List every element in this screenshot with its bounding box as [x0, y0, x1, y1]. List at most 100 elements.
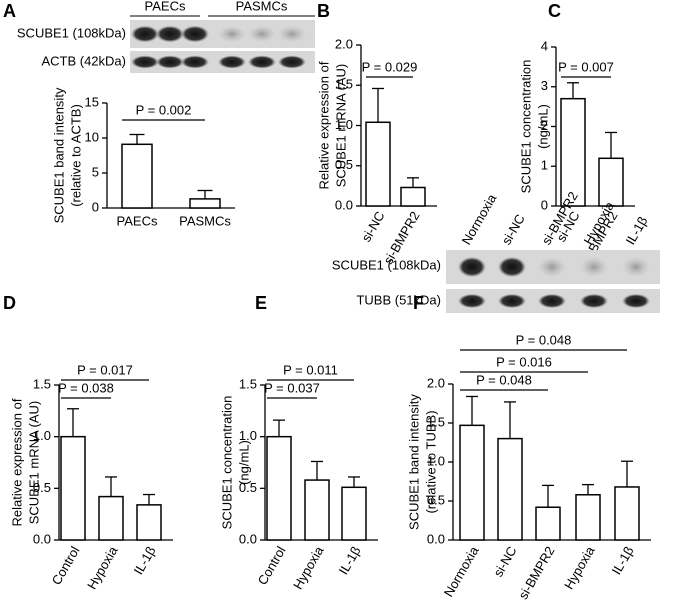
y-axis-label: SCUBE1 band intensity: [406, 394, 421, 530]
y-axis-label: Relative expression of: [316, 61, 331, 189]
panel-letter: D: [3, 293, 16, 313]
bar: [341, 486, 367, 541]
y-tick-label: 2: [541, 118, 548, 133]
x-tick-label: Control: [49, 544, 83, 588]
bar: [459, 424, 485, 541]
y-tick-label: 1.5: [427, 414, 445, 429]
blot-scube1-band: [218, 25, 246, 43]
blot-scube1-band: [181, 25, 209, 43]
p-value: P = 0.048: [516, 332, 572, 347]
blot-scube1-band: [248, 25, 276, 43]
y-tick-label: 0.5: [33, 480, 51, 495]
p-value: P = 0.038: [58, 380, 114, 395]
x-tick-label: Hypoxia: [84, 543, 121, 592]
blot-scube1-band: [131, 25, 159, 43]
blot-scube1-band: [538, 256, 566, 278]
x-tick-label: Hypoxia: [290, 543, 327, 592]
y-axis-label: SCUBE1 concentration: [219, 396, 234, 530]
blot-scube1-band: [498, 256, 526, 278]
blot-tubb-band: [538, 293, 566, 309]
y-tick-label: 0.0: [239, 531, 257, 546]
blot-group-label: PASMCs: [236, 0, 288, 13]
p-value: P = 0.017: [77, 362, 133, 377]
y-axis-label: (relative to ACTB): [68, 104, 83, 207]
panel-letter: B: [317, 1, 330, 21]
y-tick-label: 0: [92, 199, 99, 214]
p-value: P = 0.048: [476, 372, 532, 387]
y-axis-label: Relative expression of: [9, 398, 24, 526]
y-axis-label: SCUBE1 concentration: [518, 60, 533, 194]
blot-row-label: TUBB (51kDa): [356, 292, 441, 307]
blot-scube1-band: [156, 25, 184, 43]
y-axis-label: (relative to TUBB): [423, 410, 438, 513]
x-tick-label: si-NC: [358, 209, 387, 245]
x-tick-label: PASMCs: [179, 213, 231, 228]
bar: [304, 479, 330, 541]
bar: [365, 121, 391, 207]
y-tick-label: 5: [92, 164, 99, 179]
y-axis-label: (ng/mL): [236, 440, 251, 485]
x-tick-label: Normoxia: [441, 543, 482, 599]
blot-row-label: ACTB (42kDa): [41, 53, 126, 68]
y-tick-label: 1.5: [33, 376, 51, 391]
bar: [575, 494, 601, 541]
blot-actb-band: [248, 55, 276, 69]
y-tick-label: 15: [85, 94, 99, 109]
blot-lane-label: Normoxia: [459, 191, 500, 247]
panel-letter: C: [548, 1, 561, 21]
y-axis-label: SCUBE1 band intensity: [51, 87, 66, 223]
blot-tubb-band: [622, 293, 650, 309]
x-tick-label: si-BMPR2: [515, 544, 557, 602]
x-tick-label: IL-1β: [609, 544, 637, 577]
bar: [266, 435, 292, 541]
blot-tubb-band: [498, 293, 526, 309]
bar: [98, 495, 124, 541]
blot-lane-label: IL-1β: [623, 214, 651, 247]
bar: [60, 435, 86, 541]
panel-letter: F: [413, 293, 424, 313]
y-tick-label: 1: [541, 158, 548, 173]
y-tick-label: 0.0: [427, 531, 445, 546]
y-tick-label: 4: [541, 38, 548, 53]
y-tick-label: 0.5: [239, 480, 257, 495]
bar: [497, 437, 523, 541]
y-tick-label: 2.0: [427, 375, 445, 390]
y-axis-label: SCUBE1 mRNA (AU): [26, 401, 41, 525]
bar: [136, 504, 162, 541]
panel-letter: E: [255, 293, 267, 313]
y-axis-label: (ng/mL): [535, 104, 550, 149]
blot-actb-band: [156, 55, 184, 69]
panel-letter: A: [3, 1, 16, 21]
y-tick-label: 2.0: [335, 36, 353, 51]
y-tick-label: 0: [541, 197, 548, 212]
x-tick-label: PAECs: [117, 213, 158, 228]
bar: [598, 157, 624, 207]
blot-scube1-band: [622, 256, 650, 278]
y-tick-label: 1.0: [427, 453, 445, 468]
y-tick-label: 1.5: [335, 77, 353, 92]
p-value: P = 0.007: [558, 59, 614, 74]
y-tick-label: 0.5: [335, 157, 353, 172]
bar: [614, 486, 640, 541]
y-tick-label: 10: [85, 129, 99, 144]
bar: [560, 97, 586, 207]
bar: [400, 186, 426, 207]
x-tick-label: Control: [255, 544, 289, 588]
blot-scube1-band: [278, 25, 306, 43]
y-tick-label: 3: [541, 78, 548, 93]
y-tick-label: 0.0: [33, 531, 51, 546]
p-value: P = 0.016: [496, 354, 552, 369]
blot-row-label: SCUBE1 (108kDa): [332, 257, 441, 272]
y-tick-label: 0.5: [427, 492, 445, 507]
p-value: P = 0.002: [136, 102, 192, 117]
blot-actb-band: [181, 55, 209, 69]
x-tick-label: Hypoxia: [561, 543, 598, 592]
y-tick-label: 1.0: [239, 428, 257, 443]
blot-actb-band: [218, 55, 246, 69]
blot-scube1-band: [458, 256, 486, 278]
bar: [535, 506, 561, 541]
y-tick-label: 1.5: [239, 376, 257, 391]
blot-row-label: SCUBE1 (108kDa): [17, 25, 126, 40]
p-value: P = 0.011: [283, 362, 338, 377]
